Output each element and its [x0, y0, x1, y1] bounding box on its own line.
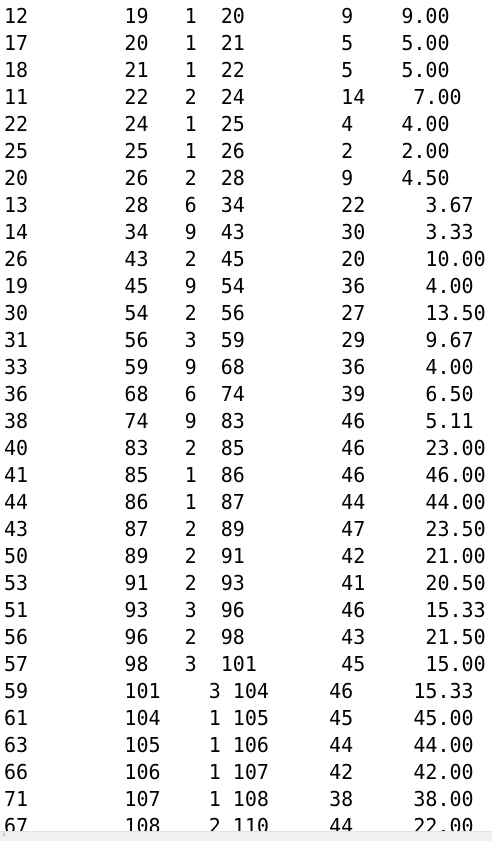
text-line: 51 93 3 96 46 15.33 — [4, 598, 486, 622]
text-line: 19 45 9 54 36 4.00 — [4, 274, 474, 298]
chevron-left-icon[interactable]: ‹ — [2, 830, 6, 840]
text-line: 57 98 3 101 45 15.00 — [4, 652, 486, 676]
horizontal-scrollbar[interactable]: ‹ — [0, 830, 492, 841]
text-lines: 12 19 1 20 9 9.00 17 20 1 21 5 5.00 18 21 … — [4, 3, 486, 831]
text-line: 66 106 1 107 42 42.00 — [4, 760, 474, 784]
text-line: 63 105 1 106 44 44.00 — [4, 733, 474, 757]
text-line: 59 101 3 104 46 15.33 — [4, 679, 474, 703]
text-line: 36 68 6 74 39 6.50 — [4, 382, 474, 406]
text-line: 11 22 2 24 14 7.00 — [4, 85, 462, 109]
text-line: 53 91 2 93 41 20.50 — [4, 571, 486, 595]
text-line: 12 19 1 20 9 9.00 — [4, 4, 450, 28]
text-line: 17 20 1 21 5 5.00 — [4, 31, 450, 55]
text-line: 22 24 1 25 4 4.00 — [4, 112, 450, 136]
text-line: 33 59 9 68 36 4.00 — [4, 355, 474, 379]
text-line: 25 25 1 26 2 2.00 — [4, 139, 450, 163]
text-line: 13 28 6 34 22 3.67 — [4, 193, 474, 217]
text-line: 50 89 2 91 42 21.00 — [4, 544, 486, 568]
text-line: 71 107 1 108 38 38.00 — [4, 787, 474, 811]
text-line: 20 26 2 28 9 4.50 — [4, 166, 450, 190]
text-line: 41 85 1 86 46 46.00 — [4, 463, 486, 487]
text-line: 44 86 1 87 44 44.00 — [4, 490, 486, 514]
text-line: 67 108 2 110 44 22.00 — [4, 814, 474, 831]
text-line: 30 54 2 56 27 13.50 — [4, 301, 486, 325]
text-line: 56 96 2 98 43 21.50 — [4, 625, 486, 649]
text-line: 61 104 1 105 45 45.00 — [4, 706, 474, 730]
text-line: 14 34 9 43 30 3.33 — [4, 220, 474, 244]
text-line: 18 21 1 22 5 5.00 — [4, 58, 450, 82]
text-line: 26 43 2 45 20 10.00 — [4, 247, 486, 271]
text-line: 40 83 2 85 46 23.00 — [4, 436, 486, 460]
text-line: 43 87 2 89 47 23.50 — [4, 517, 486, 541]
text-line: 38 74 9 83 46 5.11 — [4, 409, 474, 433]
text-line: 31 56 3 59 29 9.67 — [4, 328, 474, 352]
